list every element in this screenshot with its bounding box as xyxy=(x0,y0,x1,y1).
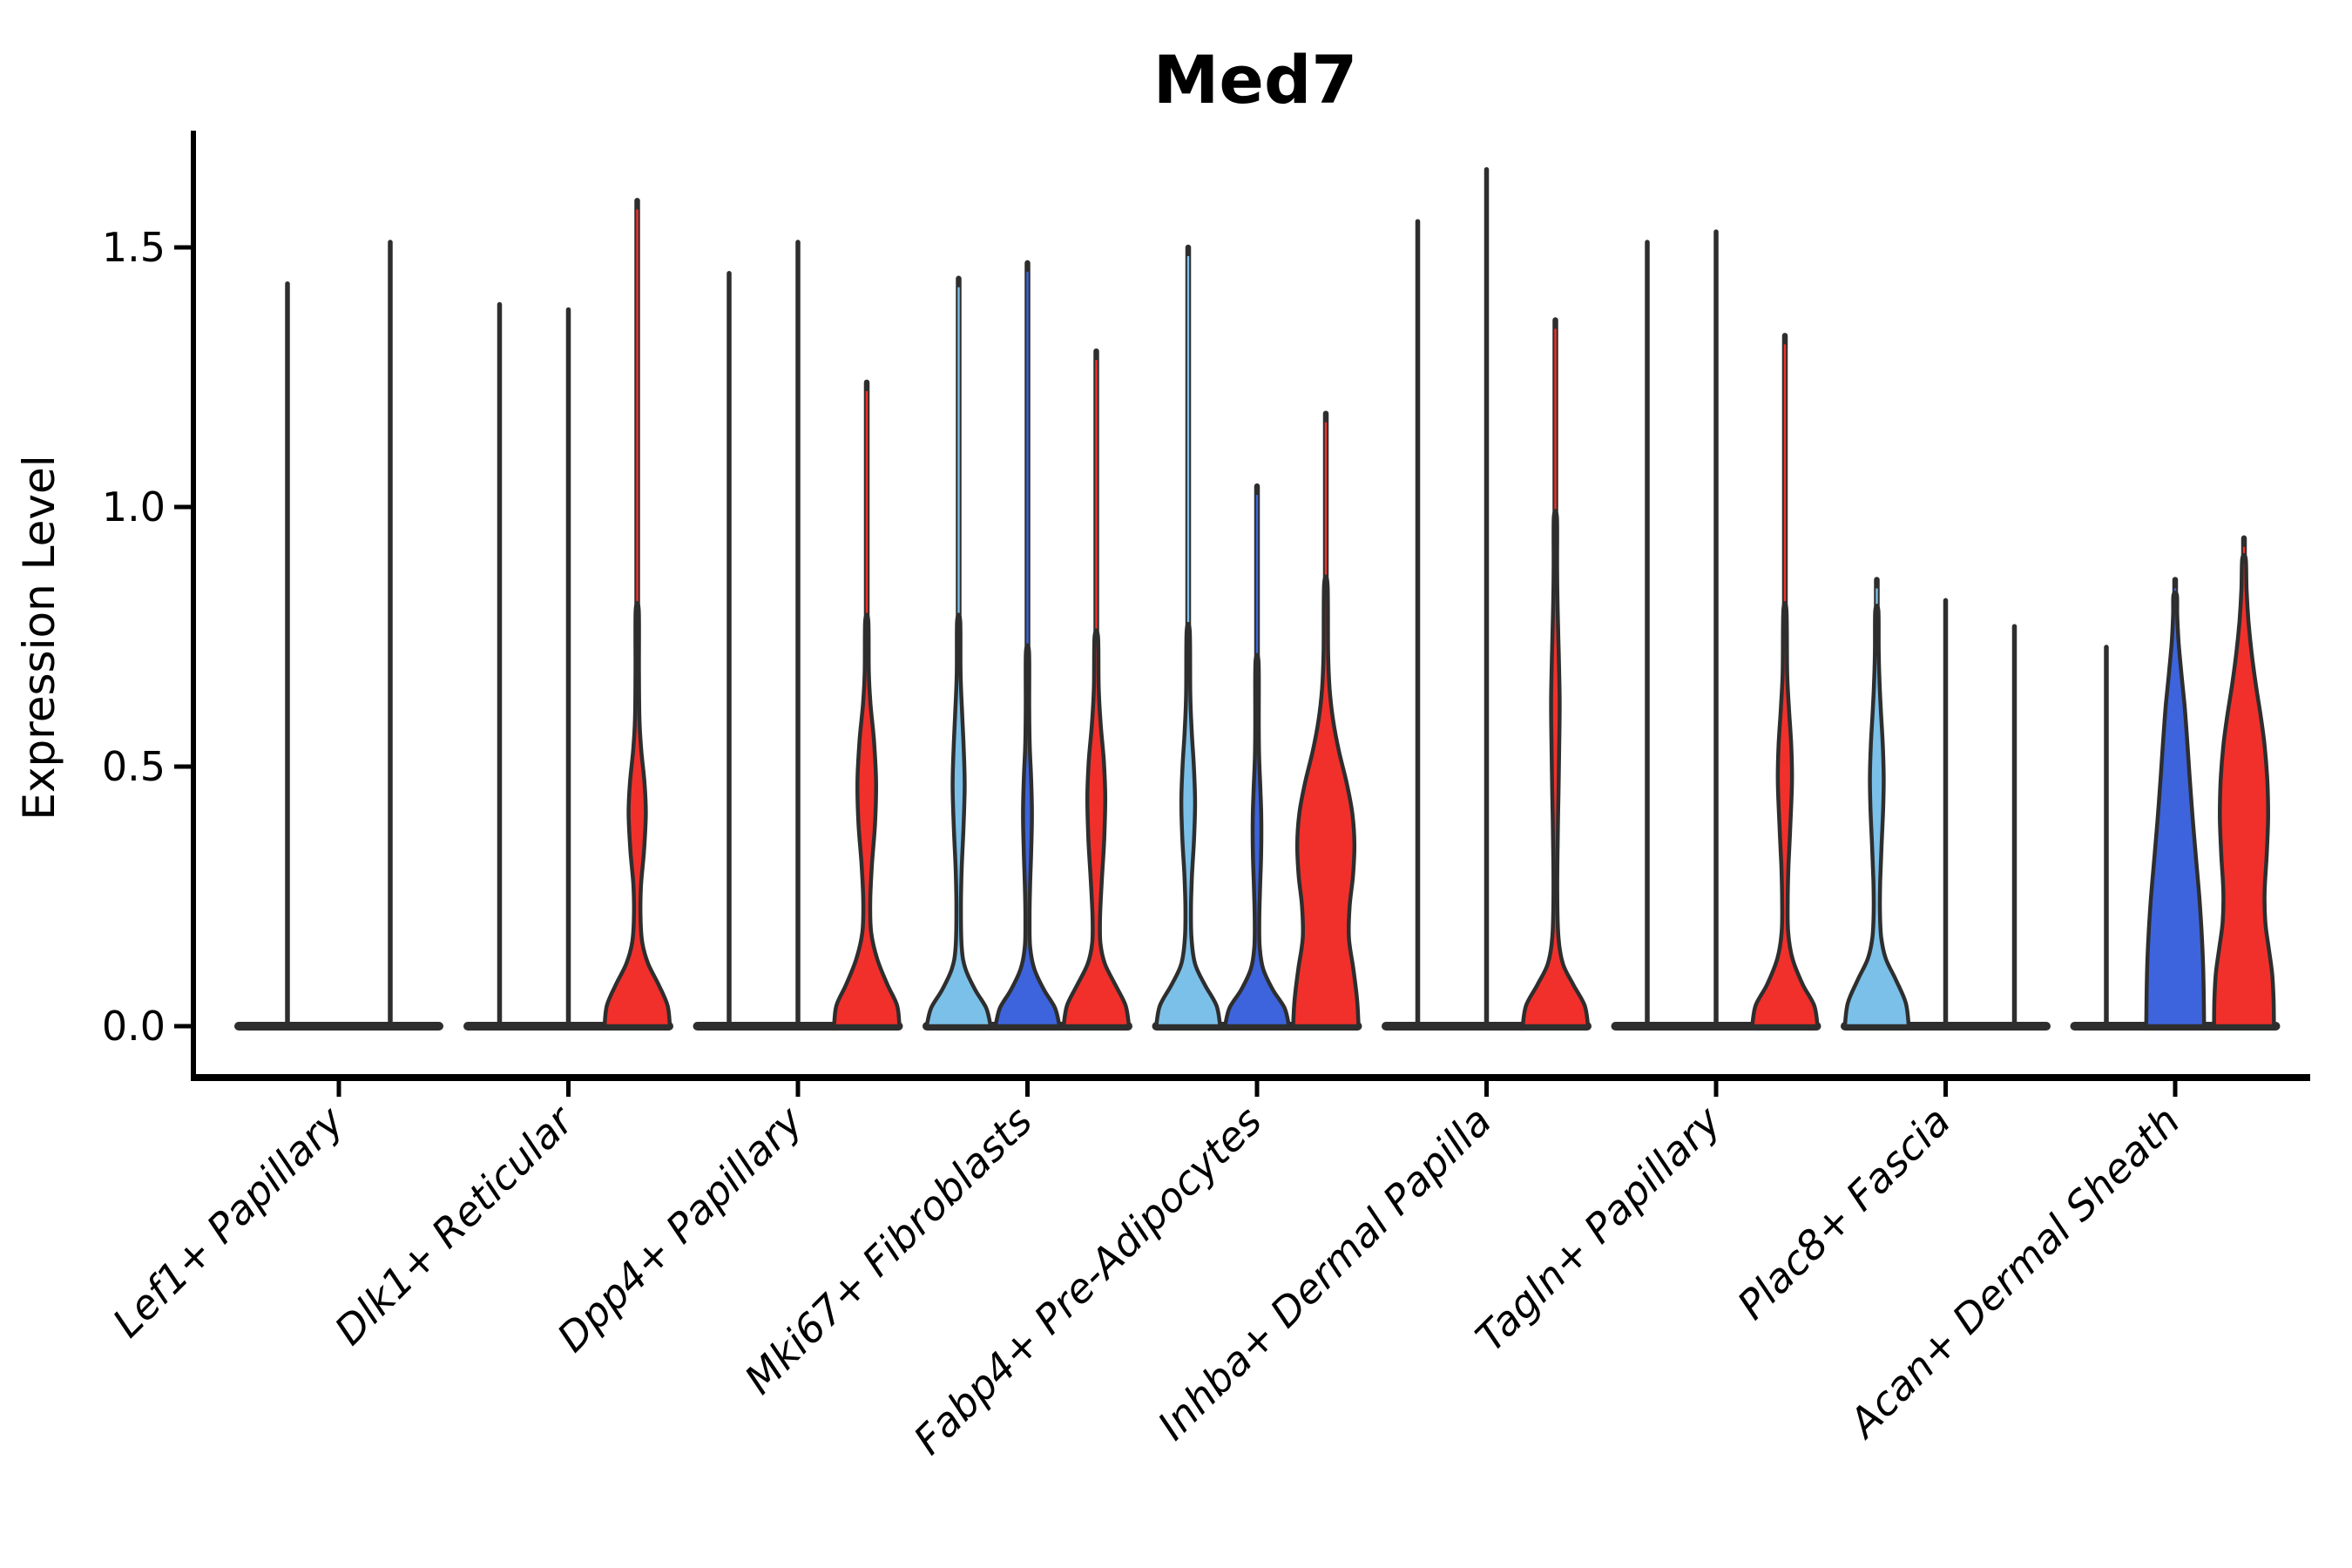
y-tick-label: 1.0 xyxy=(102,483,166,531)
chart-title: Med7 xyxy=(1153,41,1357,118)
violin-body xyxy=(1750,601,1820,1029)
y-tick-label: 1.5 xyxy=(102,224,166,271)
x-tick-label: Dpp4+ Papillary xyxy=(548,1097,812,1361)
y-tick-label: 0.0 xyxy=(102,1003,166,1050)
violin-body xyxy=(832,612,902,1029)
violin-body xyxy=(1223,652,1291,1029)
violin-body xyxy=(1842,604,1911,1029)
violin-body xyxy=(2144,591,2207,1029)
violin-body xyxy=(1154,621,1222,1029)
y-tick-label: 0.5 xyxy=(102,743,166,790)
violin-body xyxy=(1291,574,1361,1029)
violin-body xyxy=(924,612,993,1029)
violin-body xyxy=(1520,509,1591,1029)
violin-body xyxy=(2212,552,2276,1029)
x-tick-label: Plac8+ Fascia xyxy=(1728,1098,1959,1328)
x-tick-label: Lef1+ Papillary xyxy=(104,1097,353,1346)
group-baseline xyxy=(234,1022,443,1031)
violin-body xyxy=(993,643,1062,1029)
violin-body xyxy=(602,601,672,1029)
y-axis-label: Expression Level xyxy=(14,455,64,820)
x-tick-label: Dlk1+ Reticular xyxy=(326,1095,585,1354)
x-tick-label: Tagln+ Papillary xyxy=(1466,1097,1730,1361)
violin-body xyxy=(1061,628,1132,1029)
